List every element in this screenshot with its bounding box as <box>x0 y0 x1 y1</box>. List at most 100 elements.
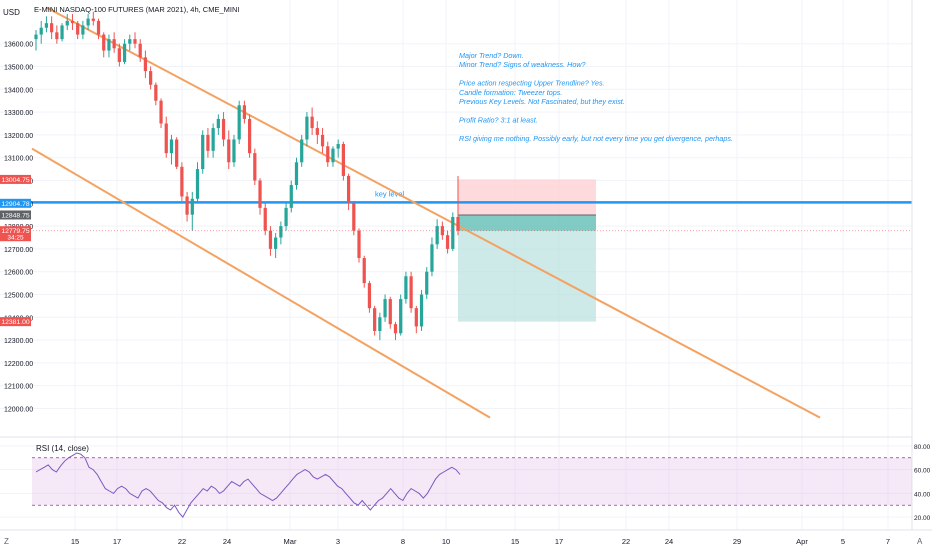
time-tick-label: 24 <box>665 537 673 546</box>
rsi-axis[interactable]: 20.00 40.00 60.00 80.00 <box>914 444 931 522</box>
candle-body <box>227 139 231 163</box>
symbol-title[interactable]: E-MINI NASDAQ-100 FUTURES (MAR 2021), 4h… <box>34 5 239 14</box>
time-axis[interactable]: 15 17 22 24 Mar 3 8 10 15 17 22 24 29 Apr 5 7 <box>71 537 890 546</box>
price-tick-label: 12200.00 <box>4 361 33 368</box>
note-line: Price action respecting Upper Trendline?… <box>459 79 605 88</box>
time-tick-label: 22 <box>178 537 186 546</box>
candle-body <box>86 18 90 26</box>
candle-body <box>315 128 319 135</box>
candle-body <box>96 20 101 35</box>
auto-scale-toggle[interactable]: A <box>917 537 923 546</box>
time-tick-label: 5 <box>841 537 845 546</box>
candle-body <box>128 39 132 44</box>
price-tick-label: 12600.00 <box>4 270 33 277</box>
candle-body <box>284 207 288 227</box>
price-tick-label: 13400.00 <box>4 87 33 94</box>
candle-body <box>195 169 200 199</box>
note-line: RSI giving me nothing. Possibly early, b… <box>459 134 733 143</box>
candle-body <box>107 39 111 51</box>
trendline <box>31 147 491 419</box>
timezone-toggle-z[interactable]: Z <box>4 537 9 546</box>
candle-body <box>430 244 434 272</box>
time-tick-label: 10 <box>442 537 450 546</box>
candle-body <box>388 299 392 325</box>
price-badge-bg <box>0 210 31 220</box>
candle-body <box>159 100 163 124</box>
candle-body <box>185 196 189 215</box>
candle-body <box>440 226 444 236</box>
candle-body <box>216 118 220 129</box>
candle-body <box>232 139 236 163</box>
candle-body <box>289 185 293 208</box>
candle-body <box>76 23 80 35</box>
candle-body <box>237 105 241 140</box>
note-line: Minor Trend? Signs of weakness. How? <box>459 60 586 69</box>
price-badge-label: 12779.75 <box>1 228 30 235</box>
candle-body <box>362 258 366 284</box>
candle-body <box>409 276 413 309</box>
candle-body <box>258 180 262 208</box>
candles <box>34 11 460 341</box>
candle-body <box>149 71 153 85</box>
candle-body <box>331 148 335 163</box>
time-tick-label: 8 <box>401 537 405 546</box>
time-tick-label: 15 <box>71 537 79 546</box>
time-tick-label: 7 <box>886 537 890 546</box>
candle-body <box>169 139 174 154</box>
candle-body <box>34 34 38 40</box>
candle-body <box>373 308 377 331</box>
price-badge-label: 12904.78 <box>1 201 30 208</box>
candle-body <box>419 294 424 327</box>
rsi-tick-label: 20.00 <box>914 515 931 522</box>
price-badge-label: 12381.00 <box>1 319 30 326</box>
candle-body <box>154 84 158 101</box>
price-tick-label: 12300.00 <box>4 338 33 345</box>
candle-body <box>206 134 210 151</box>
open-pnl-zone <box>458 214 596 231</box>
rsi-band-fill <box>32 457 912 506</box>
candle-body <box>138 43 142 58</box>
candle-body <box>164 123 168 154</box>
candle-body <box>60 25 64 40</box>
candle-body <box>65 20 69 26</box>
price-badge-bg <box>0 317 31 327</box>
price-tick-label: 13600.00 <box>4 42 33 49</box>
candle-body <box>294 162 299 186</box>
candle-body <box>180 166 184 197</box>
candle-body <box>435 226 439 245</box>
candle-body <box>336 144 340 149</box>
candle-body <box>253 153 257 181</box>
price-tick-label: 12700.00 <box>4 247 33 254</box>
price-tick-label: 13100.00 <box>4 156 33 163</box>
candle-body <box>242 105 247 119</box>
rsi-label[interactable]: RSI (14, close) <box>36 444 89 453</box>
price-tick-label: 12100.00 <box>4 384 33 391</box>
price-badge-bg <box>0 226 31 242</box>
time-tick-label: 17 <box>555 537 563 546</box>
price-badge-label: 13004.75 <box>1 177 30 184</box>
candle-body <box>143 57 148 72</box>
price-badge-bg <box>0 198 31 208</box>
candle-body <box>352 203 356 231</box>
time-tick-label: Apr <box>796 537 808 546</box>
note-line: Major Trend? Down. <box>459 51 524 60</box>
time-tick-label: 17 <box>113 537 121 546</box>
analysis-notes[interactable]: Major Trend? Down.Minor Trend? Signs of … <box>459 51 733 143</box>
candle-body <box>50 23 54 33</box>
candle-body <box>39 27 43 35</box>
time-tick-label: 3 <box>336 537 340 546</box>
candle-body <box>122 43 127 62</box>
candle-body <box>341 144 345 176</box>
short-position-tool[interactable] <box>458 179 596 322</box>
candle-body <box>55 32 59 40</box>
trendlines[interactable] <box>31 6 821 419</box>
candle-body <box>300 139 304 163</box>
time-tick-label: 29 <box>733 537 741 546</box>
candle-body <box>425 271 429 295</box>
price-tick-label: 13200.00 <box>4 133 33 140</box>
price-tick-label: 12500.00 <box>4 293 33 300</box>
key-level-group[interactable]: key level <box>0 189 912 204</box>
